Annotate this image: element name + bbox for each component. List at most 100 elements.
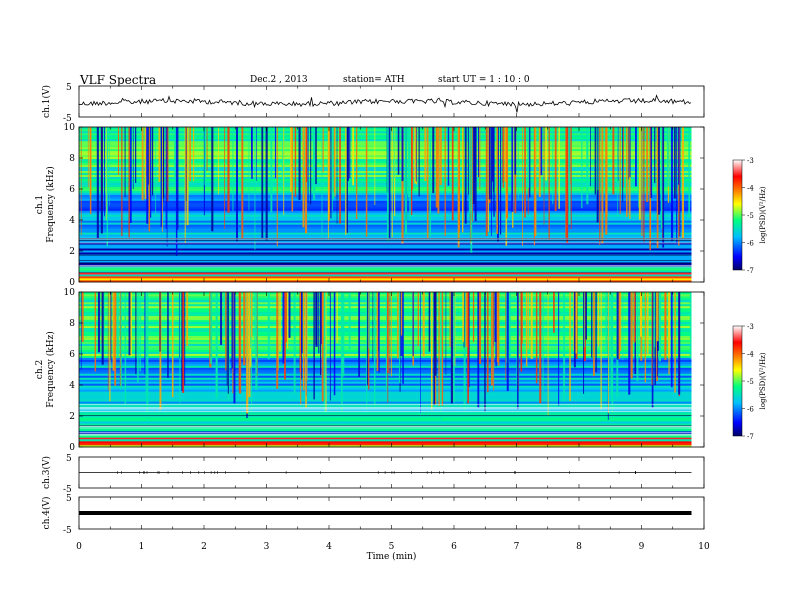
x-tick-label: 4 <box>326 542 332 552</box>
sferic-streak <box>179 292 181 401</box>
sferic-streak <box>426 127 429 240</box>
frequency-band <box>79 355 692 358</box>
frequency-band <box>79 274 692 277</box>
sferic-streak <box>276 127 278 247</box>
sferic-streak <box>660 127 663 229</box>
frequency-band <box>79 186 692 189</box>
spectral-line <box>79 434 692 436</box>
sferic-streak <box>155 127 157 215</box>
sferic-streak <box>367 292 368 386</box>
sferic-streak <box>248 127 250 211</box>
x-tick-label: 5 <box>389 542 395 552</box>
sferic-streak <box>619 127 621 214</box>
frequency-band <box>79 345 692 348</box>
sferic-streak <box>628 127 630 180</box>
no-data-region <box>691 127 704 282</box>
sferic-streak <box>293 292 296 393</box>
sferic-streak <box>331 127 333 211</box>
frequency-band <box>79 268 692 271</box>
sferic-streak <box>412 292 414 356</box>
sferic-streak <box>478 127 480 177</box>
sferic-streak <box>397 292 399 359</box>
sferic-streak <box>470 127 473 253</box>
colorbar-ch2 <box>732 325 743 437</box>
y-axis-channel-label: ch.1 <box>35 195 45 214</box>
sferic-streak <box>471 127 474 222</box>
sferic-streak <box>674 127 676 199</box>
sferic-streak <box>511 127 514 212</box>
sferic-streak <box>389 292 391 375</box>
frequency-band <box>79 174 692 177</box>
y-axis-label: ch.4(V) <box>41 497 52 530</box>
sferic-streak <box>184 127 186 243</box>
frequency-band <box>79 379 692 382</box>
sferic-streak <box>227 127 230 213</box>
frequency-band <box>79 349 692 352</box>
sferic-streak <box>608 292 609 414</box>
frequency-band <box>79 413 692 416</box>
frequency-band <box>79 244 692 247</box>
frequency-band <box>79 160 692 164</box>
sferic-streak <box>486 292 489 393</box>
sferic-streak <box>220 292 223 345</box>
sferic-streak <box>457 127 460 248</box>
sferic-streak <box>630 292 633 379</box>
spectral-line <box>79 407 692 408</box>
sferic-streak <box>255 292 258 391</box>
sferic-streak <box>608 292 610 391</box>
sferic-streak <box>366 292 368 410</box>
x-tick-label: 9 <box>639 542 645 552</box>
sferic-streak <box>238 292 240 391</box>
frequency-band <box>79 228 692 231</box>
y-tick-label: -5 <box>63 526 72 536</box>
sferic-streak <box>527 292 529 349</box>
frequency-band <box>79 381 692 384</box>
sferic-streak <box>81 292 84 342</box>
y-axis-channel-label: ch.2 <box>35 360 45 379</box>
x-tick-label: 0 <box>76 542 82 552</box>
frequency-band <box>79 234 692 237</box>
x-tick-label: 3 <box>264 542 270 552</box>
frequency-band <box>79 258 692 261</box>
sferic-streak <box>386 127 389 242</box>
frequency-band <box>79 395 692 398</box>
sferic-streak <box>545 127 548 181</box>
sferic-streak <box>184 292 186 386</box>
frequency-band <box>79 236 692 239</box>
sferic-streak <box>124 127 126 198</box>
frequency-band <box>79 435 692 438</box>
sferic-streak <box>349 127 351 179</box>
sferic-streak <box>623 127 624 188</box>
frequency-band <box>79 176 692 179</box>
signal-trace <box>79 511 692 515</box>
sferic-streak <box>616 292 619 360</box>
frequency-band <box>79 240 692 243</box>
spectral-line <box>79 427 692 429</box>
spectral-line <box>79 411 692 412</box>
sferic-streak <box>575 292 577 354</box>
sferic-streak <box>186 292 189 346</box>
sferic-streak <box>299 292 301 373</box>
frequency-band <box>79 292 692 295</box>
sferic-streak <box>250 292 251 348</box>
sferic-streak <box>678 127 680 246</box>
sferic-streak <box>181 292 183 392</box>
frequency-band <box>79 134 692 138</box>
frequency-band <box>79 150 692 154</box>
sferic-streak <box>534 127 537 237</box>
sferic-streak <box>431 292 433 410</box>
sferic-streak <box>277 292 279 371</box>
sferic-streak <box>409 127 411 221</box>
sferic-streak <box>654 292 656 348</box>
sferic-streak <box>97 292 101 353</box>
frequency-band <box>79 297 692 301</box>
sferic-streak <box>253 292 255 352</box>
sferic-streak <box>283 292 286 380</box>
frequency-band <box>79 127 692 130</box>
sferic-streak <box>540 127 543 176</box>
sferic-streak <box>106 127 108 247</box>
frequency-band <box>79 441 692 444</box>
frequency-band <box>79 178 692 181</box>
sferic-streak <box>506 292 509 391</box>
frequency-band <box>79 319 692 323</box>
